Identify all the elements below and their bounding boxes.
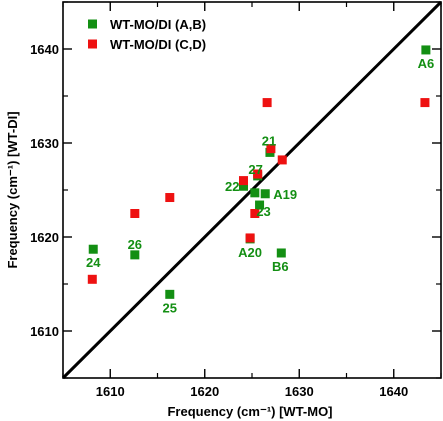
legend-swatch-1 (88, 19, 97, 29)
data-point-label: 23 (256, 204, 270, 219)
data-point-series-2 (420, 98, 430, 108)
data-point-label: A19 (273, 187, 297, 202)
data-point-series-1 (276, 248, 286, 258)
legend-label-1: WT-MO/DI (A,B) (110, 17, 206, 32)
x-tick-label: 1630 (285, 384, 314, 399)
y-tick-label: 1620 (30, 230, 59, 245)
data-point-label: 22 (225, 179, 239, 194)
x-axis-title: Frequency (cm⁻¹) [WT-MO] (167, 404, 332, 419)
data-point-series-1 (250, 188, 260, 198)
data-point-series-2 (253, 169, 263, 179)
data-point-series-1 (88, 244, 98, 254)
legend-label-2: WT-MO/DI (C,D) (110, 37, 206, 52)
data-point-label: 27 (248, 162, 262, 177)
legend: WT-MO/DI (A,B) WT-MO/DI (C,D) (88, 17, 206, 52)
point-labels-layer: 24 26 25 22 23 27 A19 21 A20 B6 A6 (86, 56, 434, 315)
data-point-label: B6 (272, 259, 289, 274)
x-tick-label: 1640 (379, 384, 408, 399)
data-points-layer (87, 45, 431, 299)
data-point-label: 21 (262, 133, 276, 148)
data-point-series-1 (421, 45, 431, 55)
data-point-series-1 (165, 289, 175, 299)
data-point-label: 25 (163, 300, 177, 315)
data-point-series-2 (277, 155, 287, 165)
data-point-label: A20 (238, 245, 262, 260)
data-point-label: 26 (128, 237, 142, 252)
data-point-series-2 (238, 176, 248, 186)
data-point-series-2 (130, 209, 140, 218)
data-point-series-2 (266, 144, 276, 154)
data-point-series-1 (260, 189, 270, 199)
data-point-series-2 (262, 98, 272, 108)
data-point-series-2 (165, 193, 175, 203)
y-tick-label: 1610 (30, 324, 59, 339)
data-point-series-1 (130, 250, 140, 260)
data-point-label: 24 (86, 255, 101, 270)
data-point-label: A6 (418, 56, 435, 71)
y-axis-title: Frequency (cm⁻¹) [WT-DI] (5, 111, 20, 268)
data-point-series-1 (255, 200, 265, 210)
x-tick-label: 1620 (190, 384, 219, 399)
data-point-series-2 (250, 209, 260, 218)
axis-ticks-layer: 1610 1620 1630 1640 1610 1620 1630 1640 (30, 1, 442, 399)
legend-swatch-2 (88, 39, 97, 49)
y-tick-label: 1630 (30, 136, 59, 151)
data-point-series-2 (245, 233, 255, 243)
data-point-series-2 (87, 274, 97, 284)
x-tick-label: 1610 (96, 384, 125, 399)
data-point-series-1 (238, 181, 248, 191)
y-tick-label: 1640 (30, 42, 59, 57)
